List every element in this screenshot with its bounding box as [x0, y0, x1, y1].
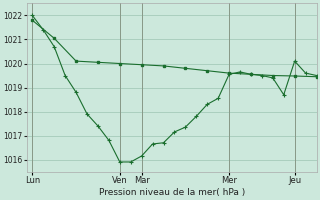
X-axis label: Pression niveau de la mer( hPa ): Pression niveau de la mer( hPa ): [99, 188, 245, 197]
